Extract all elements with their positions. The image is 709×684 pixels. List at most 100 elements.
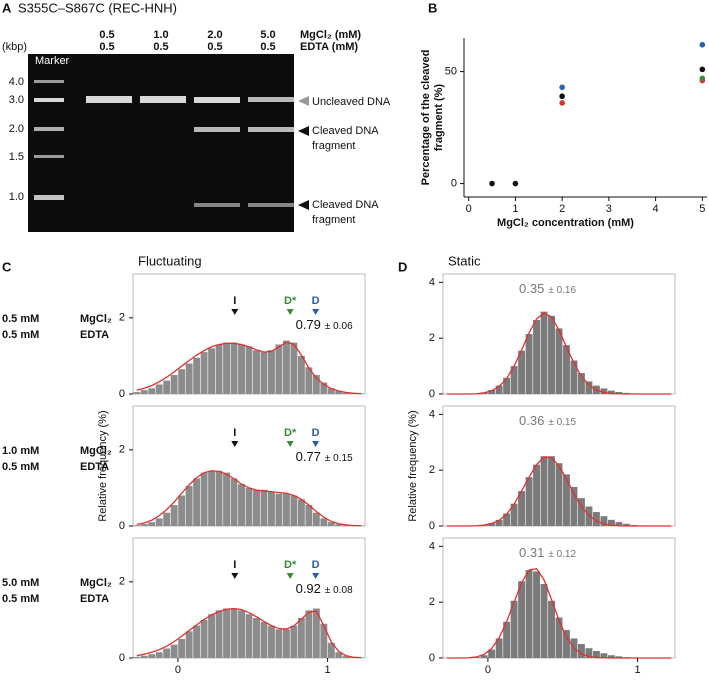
bar xyxy=(186,364,193,394)
bar xyxy=(261,352,268,394)
y-tick-label: 2 xyxy=(429,332,435,344)
mean-value: 0.77 xyxy=(296,449,321,464)
y-axis-label: Percentage of the cleaved xyxy=(420,50,432,186)
y-tick-label: 2 xyxy=(119,444,125,456)
bar xyxy=(571,361,578,394)
state-arrow xyxy=(287,309,294,315)
bar xyxy=(193,358,200,394)
x-tick-label: 1 xyxy=(512,203,518,215)
state-arrow xyxy=(312,441,319,447)
edta-label: EDTA (mM) xyxy=(300,41,358,53)
kbp-label: (kbp) xyxy=(2,41,27,53)
lane-mgcl2: 5.0 xyxy=(260,29,275,41)
y-tick-label: 0 xyxy=(119,520,125,532)
bar xyxy=(163,648,170,658)
mean-sd: ± 0.15 xyxy=(325,453,353,464)
mean-annotation: 0.31± 0.12 xyxy=(519,545,576,560)
bar xyxy=(208,471,215,526)
bar xyxy=(141,390,148,394)
bar xyxy=(178,369,185,394)
condition-label: MgCl₂ xyxy=(80,313,112,325)
mgcl2-label: MgCl₂ (mM) xyxy=(300,29,361,41)
band-label: fragment xyxy=(312,140,355,152)
state-label: D* xyxy=(284,427,297,439)
bar xyxy=(223,343,230,394)
bar xyxy=(216,471,223,526)
y-tick-label: 0 xyxy=(451,177,457,189)
bar xyxy=(578,644,585,658)
lane-mgcl2: 2.0 xyxy=(207,29,222,41)
bar xyxy=(548,601,555,658)
bar xyxy=(148,654,155,658)
bar xyxy=(518,351,525,394)
mean-annotation: 0.36± 0.15 xyxy=(519,413,576,428)
bar xyxy=(585,381,592,394)
bar xyxy=(268,492,275,526)
lane-edta: 0.5 xyxy=(153,41,168,53)
bar xyxy=(283,494,290,526)
bar xyxy=(305,505,312,526)
lane-mgcl2: 1.0 xyxy=(153,29,168,41)
bar xyxy=(253,490,260,526)
band-arrow xyxy=(298,96,309,106)
bar xyxy=(556,463,563,526)
mean-value: 0.36 xyxy=(519,413,544,428)
bar xyxy=(208,348,215,394)
bar xyxy=(298,618,305,658)
size-label: 1.0 xyxy=(9,191,24,203)
bar xyxy=(275,494,282,526)
panel-label: A xyxy=(2,0,12,15)
condition-label: MgCl₂ xyxy=(80,445,112,457)
y-tick-label: 4 xyxy=(429,540,435,552)
bar xyxy=(186,631,193,658)
mean-sd: ± 0.06 xyxy=(325,321,353,332)
y-tick-label: 2 xyxy=(429,596,435,608)
lane-edta: 0.5 xyxy=(207,41,222,53)
state-arrow xyxy=(312,573,319,579)
mean-annotation: 0.77 ± 0.15 xyxy=(296,449,353,464)
state-label: D xyxy=(312,295,320,307)
state-arrow xyxy=(231,441,238,447)
bar xyxy=(320,624,327,658)
bar xyxy=(238,344,245,394)
x-axis-label: MgCl₂ concentration (mM) xyxy=(497,217,634,229)
band-arrow xyxy=(298,126,309,136)
band-label: Uncleaved DNA xyxy=(312,96,391,108)
bar xyxy=(163,513,170,526)
y-tick-label: 2 xyxy=(429,464,435,476)
bar xyxy=(231,478,238,526)
bar xyxy=(201,620,208,658)
bar xyxy=(283,341,290,394)
bar xyxy=(193,626,200,658)
bar xyxy=(223,608,230,658)
x-tick-label: 2 xyxy=(559,203,565,215)
condition-label: EDTA xyxy=(80,329,109,341)
mean-value: 0.31 xyxy=(519,545,544,560)
point xyxy=(559,100,565,106)
state-label: D xyxy=(312,559,320,571)
size-label: 2.0 xyxy=(9,123,24,135)
bar xyxy=(275,344,282,394)
bar xyxy=(156,652,163,658)
bar xyxy=(156,518,163,526)
bar xyxy=(261,622,268,658)
bar xyxy=(216,344,223,394)
state-label: I xyxy=(233,295,236,307)
point xyxy=(700,42,706,48)
state-arrow xyxy=(287,441,294,447)
mean-value: 0.79 xyxy=(296,317,321,332)
bar xyxy=(526,334,533,394)
bar xyxy=(305,610,312,658)
bar xyxy=(133,392,140,394)
bar xyxy=(231,608,238,658)
bar xyxy=(548,316,555,394)
condition-label: 0.5 mM xyxy=(2,461,39,473)
bar xyxy=(548,456,555,526)
bar xyxy=(541,584,548,658)
state-label: D* xyxy=(284,559,297,571)
point xyxy=(559,93,565,99)
bar xyxy=(556,328,563,394)
bar xyxy=(556,618,563,658)
y-axis-label: Relative frequency (%) xyxy=(407,410,419,521)
